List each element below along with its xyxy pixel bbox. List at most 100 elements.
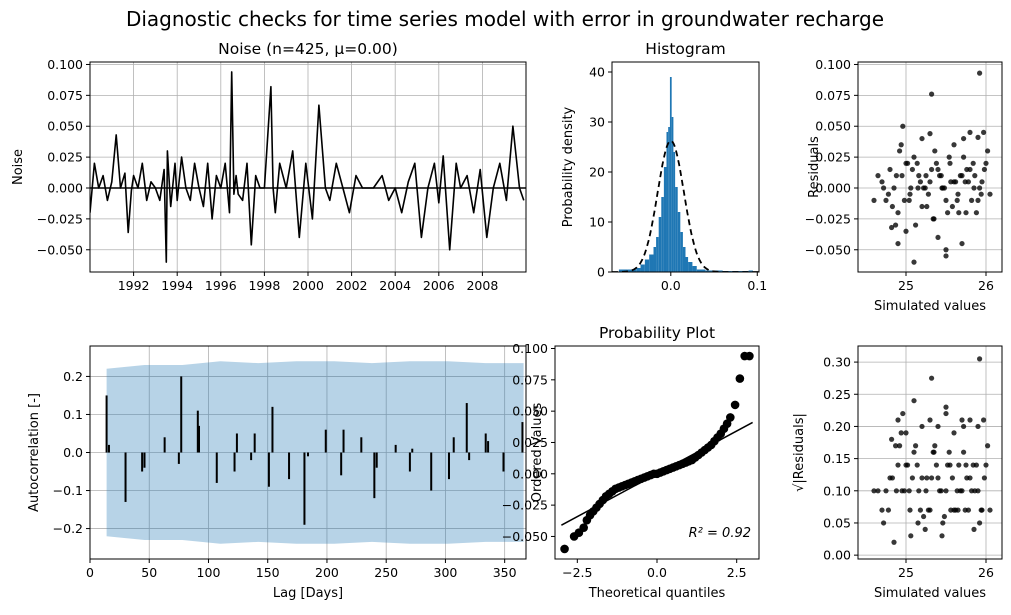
x-tick-label: 1994 (161, 278, 193, 293)
x-tick-label: 350 (493, 565, 517, 580)
scatter-point (929, 375, 935, 381)
acf-bar (373, 452, 376, 499)
panel-title: Histogram (645, 40, 725, 58)
x-tick-label: 1992 (118, 278, 150, 293)
x-axis-label: Theoretical quantiles (588, 586, 726, 601)
scatter-point (897, 148, 903, 154)
scatter-point (940, 520, 946, 526)
scatter-point (914, 160, 920, 166)
scatter-point (922, 185, 928, 191)
histogram-bar (688, 262, 693, 272)
acf-bar (303, 452, 306, 525)
scatter-point (970, 462, 976, 468)
scatter-point (935, 234, 941, 241)
scatter-point (959, 240, 965, 247)
scatter-point (905, 160, 911, 166)
scatter-point (930, 216, 936, 222)
acf-bar (465, 403, 468, 453)
histogram-bar (627, 269, 637, 272)
acf-bar (196, 410, 199, 453)
histogram-bar (661, 197, 664, 272)
scatter-point (945, 210, 951, 216)
scatter-point (895, 417, 901, 423)
scatter-point (907, 191, 913, 197)
scatter-point (914, 462, 920, 468)
y-tick-label: 0.000 (815, 181, 851, 196)
acf-bar (143, 452, 146, 468)
x-axis-label: Lag [Days] (273, 586, 343, 601)
scatter-point (898, 142, 904, 148)
scatter-point (962, 507, 968, 513)
histogram-bar (696, 269, 706, 272)
scatter-point (891, 539, 897, 545)
y-axis-label: Probability density (561, 106, 576, 227)
acf-bar (394, 444, 397, 453)
scatter-point (962, 179, 968, 185)
scatter-point (875, 488, 881, 494)
scatter-point (977, 520, 983, 526)
panel-histogram: 0.0 0.1 0 10 20 30 40 Histogram Probability dens… (561, 40, 767, 293)
acf-bar (487, 441, 490, 453)
scatter-point (915, 520, 921, 526)
scatter-point (906, 197, 912, 203)
scatter-point (967, 417, 973, 423)
y-tick-label: 0.1 (63, 407, 83, 422)
y-tick-label: 0.025 (47, 150, 83, 165)
acf-bar (408, 452, 411, 472)
scatter-point (941, 513, 948, 520)
acf-bar (233, 452, 236, 472)
y-tick-label: −0.050 (805, 242, 851, 257)
x-tick-label: 2008 (466, 278, 498, 293)
scatter-point (883, 488, 889, 494)
scatter-point (981, 129, 987, 136)
scatter-point (929, 91, 935, 97)
acf-bar (215, 452, 218, 483)
acf-bar (452, 437, 455, 453)
scatter-point (967, 129, 973, 136)
scatter-point (895, 240, 901, 247)
scatter-point (938, 488, 944, 494)
y-tick-label: −0.2 (53, 521, 83, 536)
y-tick-label: 0.050 (47, 119, 83, 134)
scatter-point (911, 259, 917, 265)
y-tick-label: −0.1 (53, 483, 83, 498)
x-tick-label: 0 (86, 565, 94, 580)
scatter-point (943, 197, 949, 203)
y-tick-label: 0.025 (512, 435, 548, 450)
scatter-point (977, 185, 983, 191)
y-axis-label: Ordered Values (530, 403, 545, 503)
scatter-point (893, 488, 900, 494)
histogram-bar (644, 259, 650, 272)
scatter-point (921, 513, 927, 520)
scatter-point (951, 142, 957, 148)
y-axis-label: √|Residuals| (792, 413, 807, 492)
panel-noise: 1992 1994 1996 1998 2000 2002 2004 2006 2008 −0.0… (11, 40, 527, 293)
x-tick-label: 1998 (248, 278, 280, 293)
scatter-point (927, 131, 933, 137)
scatter-point (932, 443, 938, 449)
y-tick-label: −0.025 (805, 211, 851, 226)
y-tick-label: 0.100 (512, 341, 548, 356)
y-tick-label: 0.050 (815, 119, 851, 134)
histogram-bar (649, 254, 654, 272)
scatter-point (981, 166, 988, 173)
histogram-bar (658, 217, 662, 272)
scatter-point (981, 475, 988, 481)
acf-bar (198, 425, 200, 453)
scatter-point (955, 191, 961, 197)
y-tick-label: 0.10 (823, 483, 851, 498)
y-tick-label: 0.15 (823, 451, 851, 466)
acf-bar (468, 452, 471, 461)
scatter-point (871, 488, 877, 494)
x-tick-label: 1996 (205, 278, 237, 293)
plot-area-autocorrelation (105, 361, 524, 544)
scatter-point (929, 166, 935, 173)
panel-residuals-vs-simulated: 25 26 −0.050 −0.025 0.000 0.025 0.050 0.075 0.10… (805, 57, 1003, 314)
scatter-point (915, 185, 921, 191)
scatter-point (927, 417, 933, 423)
scatter-point (900, 410, 906, 417)
y-tick-label: 30 (589, 115, 605, 130)
scatter-point (985, 443, 991, 449)
y-tick-label: 20 (589, 165, 605, 180)
